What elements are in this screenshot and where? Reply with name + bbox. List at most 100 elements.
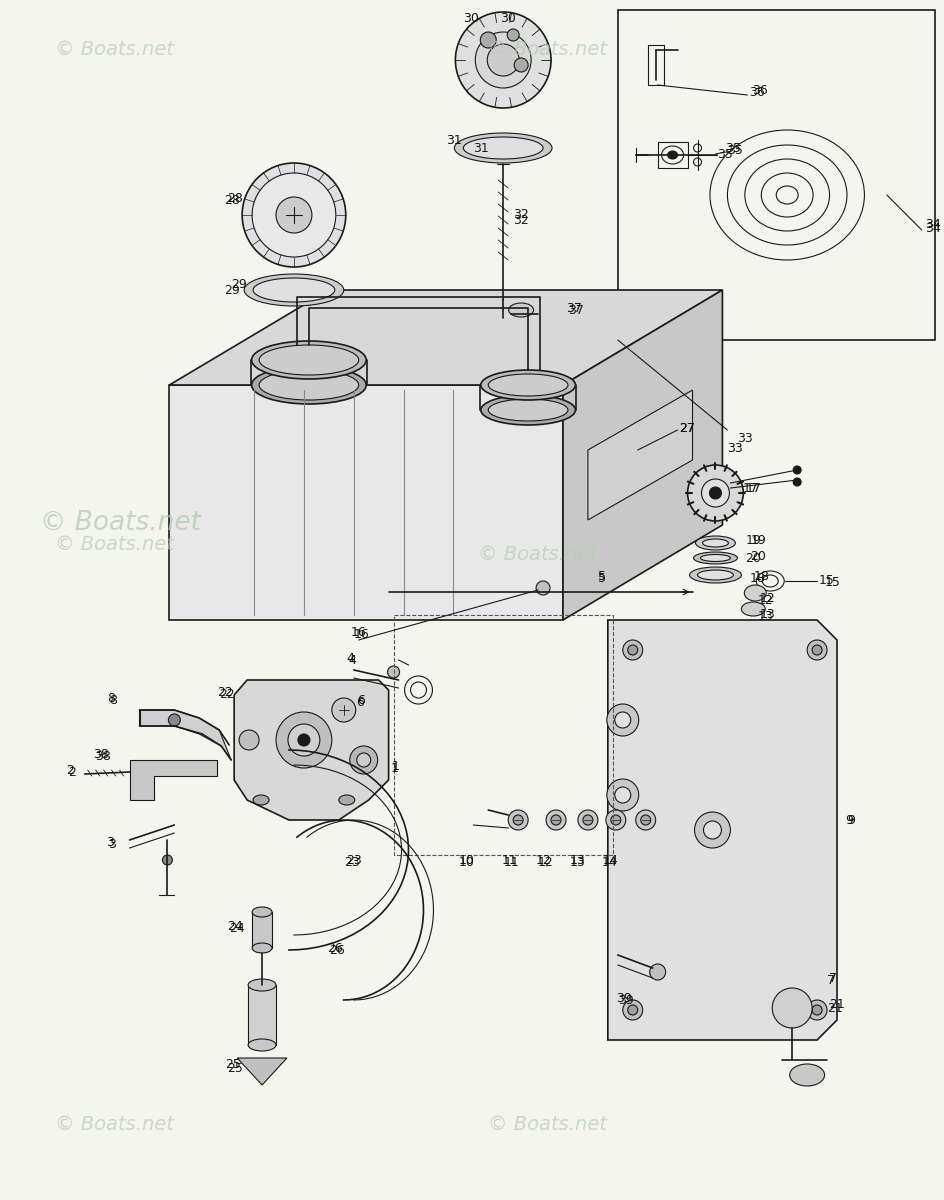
Circle shape	[812, 1006, 822, 1015]
Circle shape	[615, 712, 631, 728]
Text: 32: 32	[514, 214, 529, 227]
Circle shape	[710, 487, 721, 499]
Text: 23: 23	[346, 853, 362, 866]
Circle shape	[350, 746, 378, 774]
Ellipse shape	[488, 398, 568, 421]
Circle shape	[607, 704, 639, 736]
Circle shape	[807, 1000, 827, 1020]
Text: © Boats.net: © Boats.net	[40, 510, 201, 536]
Text: 3: 3	[106, 835, 113, 848]
Text: 7: 7	[829, 972, 837, 984]
Text: 21: 21	[827, 1002, 843, 1014]
Text: 13: 13	[757, 610, 773, 623]
Text: © Boats.net: © Boats.net	[488, 1115, 607, 1134]
Text: 15: 15	[825, 576, 841, 588]
Text: 5: 5	[598, 570, 606, 582]
Ellipse shape	[480, 395, 576, 425]
Text: 28: 28	[228, 192, 243, 204]
Ellipse shape	[698, 570, 733, 580]
Text: 30: 30	[500, 12, 516, 24]
Text: © Boats.net: © Boats.net	[55, 1115, 174, 1134]
Circle shape	[615, 787, 631, 803]
Circle shape	[239, 730, 259, 750]
Text: 21: 21	[829, 998, 845, 1012]
Text: 39: 39	[615, 991, 632, 1004]
Ellipse shape	[488, 374, 568, 396]
Ellipse shape	[259, 346, 359, 374]
Text: 14: 14	[602, 856, 617, 869]
Circle shape	[487, 44, 519, 76]
Circle shape	[551, 815, 561, 826]
Text: 38: 38	[93, 748, 109, 761]
Text: 13: 13	[570, 853, 585, 866]
Text: © Boats.net: © Boats.net	[55, 535, 174, 554]
Text: 17: 17	[746, 481, 761, 494]
Circle shape	[476, 32, 531, 88]
Bar	[394, 614, 613, 854]
Circle shape	[243, 163, 346, 266]
Ellipse shape	[248, 979, 276, 991]
Text: 38: 38	[94, 750, 110, 762]
Text: 33: 33	[728, 442, 743, 455]
Ellipse shape	[252, 366, 366, 404]
Circle shape	[168, 714, 180, 726]
Circle shape	[623, 640, 643, 660]
Circle shape	[162, 854, 173, 865]
Text: 35: 35	[725, 142, 741, 155]
Circle shape	[288, 724, 320, 756]
Circle shape	[480, 32, 497, 48]
Text: 32: 32	[514, 209, 529, 222]
Text: 14: 14	[603, 853, 618, 866]
Circle shape	[649, 964, 666, 980]
Circle shape	[508, 810, 528, 830]
Circle shape	[628, 646, 638, 655]
Text: 6: 6	[357, 694, 364, 707]
Circle shape	[793, 466, 801, 474]
Circle shape	[772, 988, 812, 1028]
Ellipse shape	[696, 536, 735, 550]
Text: 17: 17	[742, 481, 758, 494]
Text: 2: 2	[68, 766, 76, 779]
Circle shape	[611, 815, 621, 826]
Circle shape	[455, 12, 551, 108]
Text: 16: 16	[354, 629, 369, 642]
Ellipse shape	[741, 602, 766, 616]
Text: 31: 31	[473, 142, 489, 155]
Text: 12: 12	[757, 594, 773, 606]
Circle shape	[578, 810, 598, 830]
Polygon shape	[563, 290, 722, 620]
Text: 29: 29	[225, 283, 240, 296]
Text: 37: 37	[566, 301, 582, 314]
Text: 36: 36	[752, 84, 768, 96]
Text: 29: 29	[231, 278, 247, 292]
Text: 13: 13	[759, 607, 775, 620]
Text: 33: 33	[737, 432, 753, 444]
Circle shape	[687, 464, 743, 521]
Text: 27: 27	[680, 421, 696, 434]
Circle shape	[793, 478, 801, 486]
Circle shape	[635, 810, 656, 830]
Text: 11: 11	[501, 853, 517, 866]
Text: 12: 12	[536, 853, 552, 866]
Text: 16: 16	[351, 625, 366, 638]
Text: 4: 4	[346, 652, 355, 665]
Text: 1: 1	[391, 762, 398, 774]
Bar	[648, 44, 664, 85]
Circle shape	[507, 29, 519, 41]
Ellipse shape	[454, 133, 552, 163]
Circle shape	[695, 812, 731, 848]
Circle shape	[332, 698, 356, 722]
Text: © Boats.net: © Boats.net	[479, 545, 598, 564]
Polygon shape	[169, 385, 563, 620]
Text: 12: 12	[538, 856, 554, 869]
Circle shape	[388, 666, 399, 678]
Text: 4: 4	[348, 654, 357, 666]
Text: 35: 35	[717, 149, 733, 162]
Polygon shape	[608, 620, 837, 1040]
Text: 13: 13	[570, 856, 585, 869]
Text: 3: 3	[108, 839, 115, 852]
Text: 18: 18	[753, 570, 769, 582]
Circle shape	[546, 810, 566, 830]
Circle shape	[807, 640, 827, 660]
Text: 22: 22	[217, 686, 233, 700]
